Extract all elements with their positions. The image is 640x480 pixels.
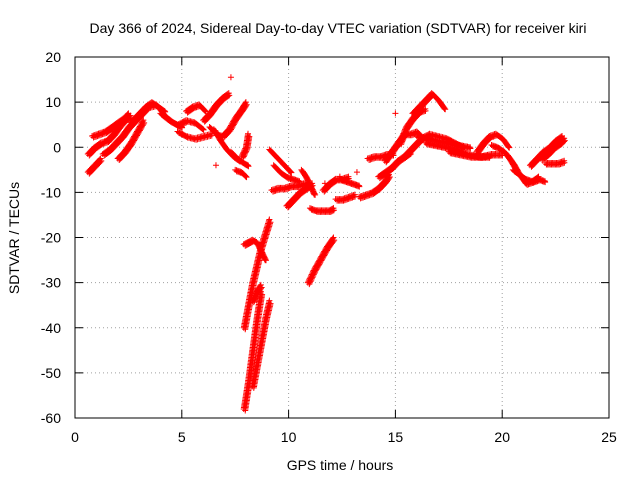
data-point [330, 234, 337, 241]
data-point [267, 300, 274, 307]
data-point [467, 144, 474, 151]
series-arc30 [332, 192, 359, 204]
data-point [243, 147, 250, 154]
axis-ticks: 0 5 10 15 20 25 -60 -50 -40 -30 -20 -10 0 10 20 [41, 49, 617, 445]
series-arc1 [84, 156, 105, 177]
y-tick-label: 20 [45, 49, 61, 65]
x-axis-label: GPS time / hours [287, 457, 394, 473]
data-point [336, 173, 343, 180]
data-point [287, 169, 294, 176]
data-point [310, 190, 317, 197]
data-point [200, 126, 207, 133]
data-point [245, 130, 252, 137]
data-point [141, 119, 148, 126]
data-point [242, 173, 249, 180]
series-arc48 [541, 158, 568, 168]
series-arc32 [356, 172, 393, 202]
data-point [311, 191, 318, 198]
data-point [345, 173, 352, 180]
series-arc21 [249, 283, 265, 306]
x-tick-label: 25 [601, 429, 617, 445]
data-points [84, 74, 568, 414]
data-point [266, 216, 273, 223]
y-tick-label: -60 [41, 410, 61, 426]
data-point [351, 191, 358, 198]
series-arc23 [270, 162, 303, 186]
data-point [124, 111, 131, 118]
x-tick-label: 10 [281, 429, 297, 445]
data-point [392, 110, 399, 117]
y-tick-label: -20 [41, 230, 61, 246]
series-arc3 [89, 111, 133, 141]
data-point [561, 135, 568, 142]
series-arc27 [306, 205, 337, 215]
series-arc19 [240, 290, 266, 414]
data-point [422, 105, 429, 112]
series-arc42 [473, 130, 513, 157]
x-tick-label: 0 [71, 429, 79, 445]
data-point [202, 108, 209, 115]
data-point [212, 162, 219, 169]
data-point [288, 169, 295, 176]
y-tick-label: -40 [41, 320, 61, 336]
data-point [125, 110, 132, 117]
y-tick-label: 0 [53, 139, 61, 155]
series-arc22 [266, 146, 295, 176]
x-tick-label: 5 [178, 429, 186, 445]
data-point [266, 297, 273, 304]
y-tick-label: -10 [41, 184, 61, 200]
data-point [202, 108, 209, 115]
data-point [97, 155, 104, 162]
series-arc37 [409, 90, 449, 118]
data-point [242, 99, 249, 106]
data-point [267, 219, 274, 226]
y-tick-label: -30 [41, 275, 61, 291]
data-point [140, 117, 147, 124]
data-point [95, 130, 102, 137]
data-point [258, 284, 265, 291]
y-tick-label: 10 [45, 94, 61, 110]
grid-lines [75, 57, 609, 418]
data-point [243, 101, 250, 108]
series-arc16 [238, 132, 253, 161]
data-point [356, 182, 363, 189]
data-point [331, 237, 338, 244]
chart-title: Day 366 of 2024, Sidereal Day-to-day VTE… [90, 20, 587, 36]
data-point [246, 133, 253, 140]
data-point [242, 172, 249, 179]
series-arc9 [174, 128, 215, 143]
data-point [321, 180, 328, 187]
series-arc18 [240, 217, 274, 333]
data-point [257, 281, 264, 288]
data-point [262, 257, 269, 264]
data-point [227, 74, 234, 81]
series-arc8 [157, 110, 207, 133]
data-point [441, 105, 448, 112]
series-arc39 [413, 132, 474, 152]
data-point [330, 205, 337, 212]
series-arc47 [537, 136, 568, 164]
series-arc20 [249, 299, 274, 391]
data-point [386, 173, 393, 180]
data-point [353, 169, 360, 176]
series-arc15 [232, 166, 250, 181]
x-tick-label: 20 [494, 429, 510, 445]
data-point [561, 157, 568, 164]
data-point [243, 174, 250, 181]
data-point [541, 178, 548, 185]
data-point [245, 162, 252, 169]
data-point [560, 136, 567, 143]
data-point [225, 90, 232, 97]
series-arc28 [304, 235, 338, 288]
series-arc11 [200, 90, 233, 125]
data-point [96, 156, 103, 163]
y-axis-label: SDTVAR / TECUs [6, 182, 22, 294]
series-arc5 [114, 118, 148, 164]
y-tick-label: -50 [41, 365, 61, 381]
series-arc26 [298, 166, 319, 198]
x-tick-label: 15 [388, 429, 404, 445]
data-point [505, 144, 512, 151]
series-arc4 [99, 113, 143, 159]
